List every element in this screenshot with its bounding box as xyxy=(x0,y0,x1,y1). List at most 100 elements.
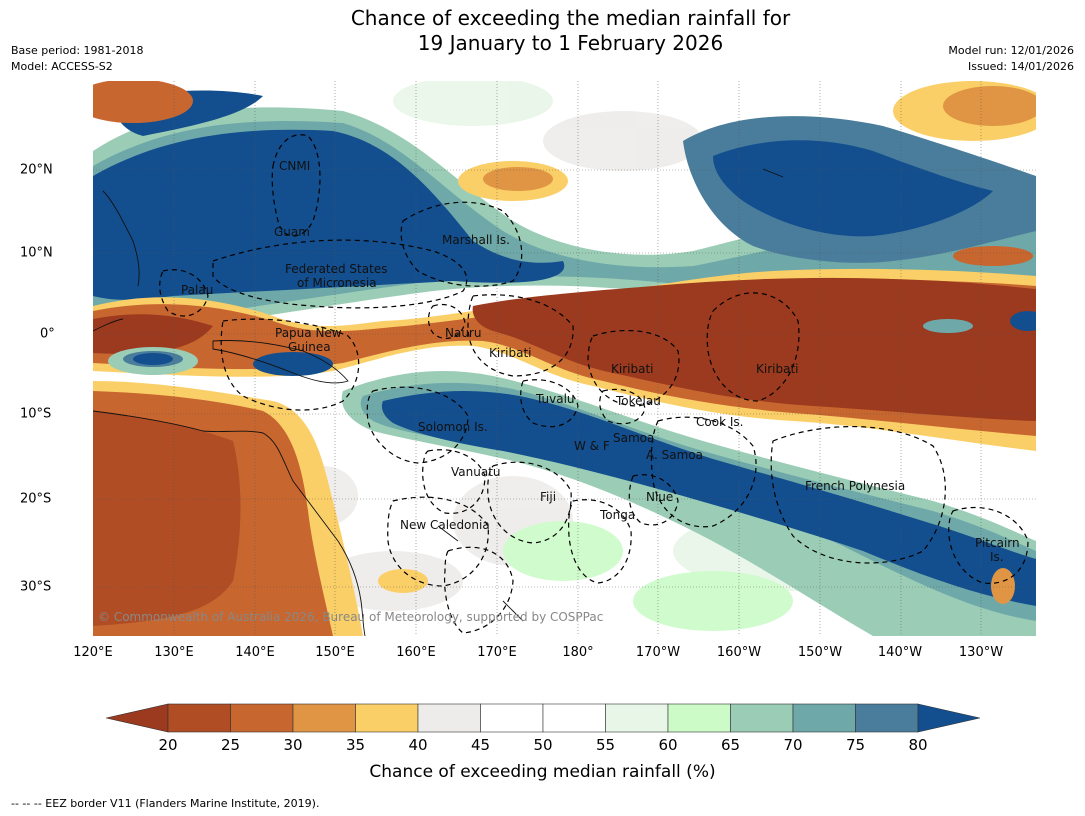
label-marshall: Marshall Is. xyxy=(442,233,510,247)
colorbar-segment xyxy=(605,703,669,733)
eez-fiji xyxy=(487,461,572,544)
rainfall-map: CNMI Guam Marshall Is. Federated States … xyxy=(93,81,1036,636)
patch xyxy=(503,521,623,581)
label-new-caledonia: New Caledonia xyxy=(400,518,490,532)
lon-label-150w: 150°W xyxy=(797,645,843,660)
eez-png xyxy=(220,318,360,411)
patch xyxy=(93,81,193,123)
label-tuvalu: Tuvalu xyxy=(535,392,575,406)
eez-kiribati-c xyxy=(587,330,680,407)
patch xyxy=(393,81,553,126)
colorbar-segment xyxy=(792,703,856,733)
southern-wet-band xyxy=(133,352,1036,636)
lon-label-120e: 120°E xyxy=(73,645,113,660)
lon-label-170e: 170°E xyxy=(477,645,517,660)
patch xyxy=(633,571,793,631)
label-cnmi: CNMI xyxy=(279,159,310,173)
meta-left: Base period: 1981-2018 Model: ACCESS-S2 xyxy=(11,43,143,75)
eez-fp xyxy=(770,426,946,564)
graticule xyxy=(93,81,1036,636)
colorbar-tick-label: 20 xyxy=(158,736,178,754)
label-french-polynesia: French Polynesia xyxy=(805,479,905,493)
colorbar-segment xyxy=(542,703,606,733)
label-palau: Palau xyxy=(181,283,213,297)
colorbar-segment xyxy=(355,703,419,733)
hawaii xyxy=(762,168,784,178)
colorbar-segment xyxy=(230,703,294,733)
label-vanuatu: Vanuatu xyxy=(451,465,501,479)
model-name: Model: ACCESS-S2 xyxy=(11,60,113,73)
title-line-1: Chance of exceeding the median rainfall … xyxy=(350,6,791,30)
label-asamoa: A. Samoa xyxy=(646,448,703,462)
label-wf: W & F xyxy=(574,439,610,453)
map-title: Chance of exceeding the median rainfall … xyxy=(0,6,1085,56)
colorbar-segment xyxy=(667,703,731,733)
label-cook: Cook Is. xyxy=(696,415,743,429)
australia-dry xyxy=(93,347,363,636)
copyright-text: © Commonwealth of Australia 2026, Bureau… xyxy=(98,610,603,624)
eez-nz xyxy=(443,546,514,634)
lon-label-140w: 140°W xyxy=(877,645,923,660)
lon-label-160w: 160°W xyxy=(716,645,762,660)
meta-right: Model run: 12/01/2026 Issued: 14/01/2026 xyxy=(948,43,1074,75)
label-fsm-1: Federated States xyxy=(285,262,387,276)
lat-label-20n: 20°N xyxy=(20,162,53,178)
colorbar xyxy=(106,703,980,733)
colorbar-tick-label: 25 xyxy=(220,736,241,754)
issued-date: Issued: 14/01/2026 xyxy=(967,60,1074,73)
label-kiribati-w: Kiribati xyxy=(489,346,531,360)
colorbar-segments xyxy=(106,703,980,733)
coastlines xyxy=(93,168,784,636)
eez-fsm xyxy=(212,239,468,309)
label-tonga: Tonga xyxy=(599,508,635,522)
lon-label-150e: 150°E xyxy=(315,645,355,660)
australia-coast xyxy=(93,410,366,636)
dry-band-core xyxy=(472,277,1036,421)
label-png-2: Guinea xyxy=(288,340,331,354)
colorbar-segment xyxy=(730,703,794,733)
base-period: Base period: 1981-2018 xyxy=(11,44,144,57)
label-nauru: Nauru xyxy=(445,326,481,340)
label-guam: Guam xyxy=(274,225,310,239)
lon-label-160e: 160°E xyxy=(396,645,436,660)
colorbar-tick-label: 45 xyxy=(470,736,491,754)
title-line-2: 19 January to 1 February 2026 xyxy=(417,31,724,55)
colorbar-segment xyxy=(480,703,544,733)
colorbar-tick-label: 80 xyxy=(908,736,928,754)
colorbar-tick-label: 55 xyxy=(595,736,616,754)
label-solomon: Solomon Is. xyxy=(418,420,488,434)
blue-core-east-inner xyxy=(713,140,993,237)
map-svg: CNMI Guam Marshall Is. Federated States … xyxy=(93,81,1036,636)
colorbar-tick-label: 70 xyxy=(783,736,803,754)
colorbar-extend-high xyxy=(917,703,980,733)
label-samoa: Samoa xyxy=(613,431,654,445)
eez-pitcairn xyxy=(948,506,1029,584)
philippines-coast xyxy=(102,190,140,287)
lat-label-0: 0° xyxy=(40,326,55,342)
lon-label-170w: 170°W xyxy=(635,645,681,660)
eez-borders xyxy=(159,134,1029,634)
colorbar-tick-label: 60 xyxy=(658,736,678,754)
patch xyxy=(483,167,553,191)
eez-new-caledonia xyxy=(387,496,489,587)
equatorial-dry-band xyxy=(93,268,1036,451)
blue-patch xyxy=(253,352,333,376)
model-run: Model run: 12/01/2026 xyxy=(948,44,1074,57)
lat-label-20s: 20°S xyxy=(20,491,52,507)
lat-label-10n: 10°N xyxy=(20,245,53,261)
blue-patch xyxy=(133,353,173,365)
eez-nauru xyxy=(427,303,466,340)
colorbar-tick-label: 30 xyxy=(283,736,303,754)
patch xyxy=(991,568,1015,604)
label-niue: Niue xyxy=(646,490,673,504)
colorbar-tick-label: 65 xyxy=(720,736,741,754)
eez-palau xyxy=(159,269,209,317)
lon-label-130e: 130°E xyxy=(154,645,194,660)
patch xyxy=(953,246,1033,266)
eez-vanuatu xyxy=(422,449,486,514)
blue-inclusion xyxy=(1010,311,1036,331)
eez-marshall xyxy=(400,201,523,287)
blue-core xyxy=(93,129,565,300)
png-coast xyxy=(212,340,349,384)
patch xyxy=(543,111,703,171)
